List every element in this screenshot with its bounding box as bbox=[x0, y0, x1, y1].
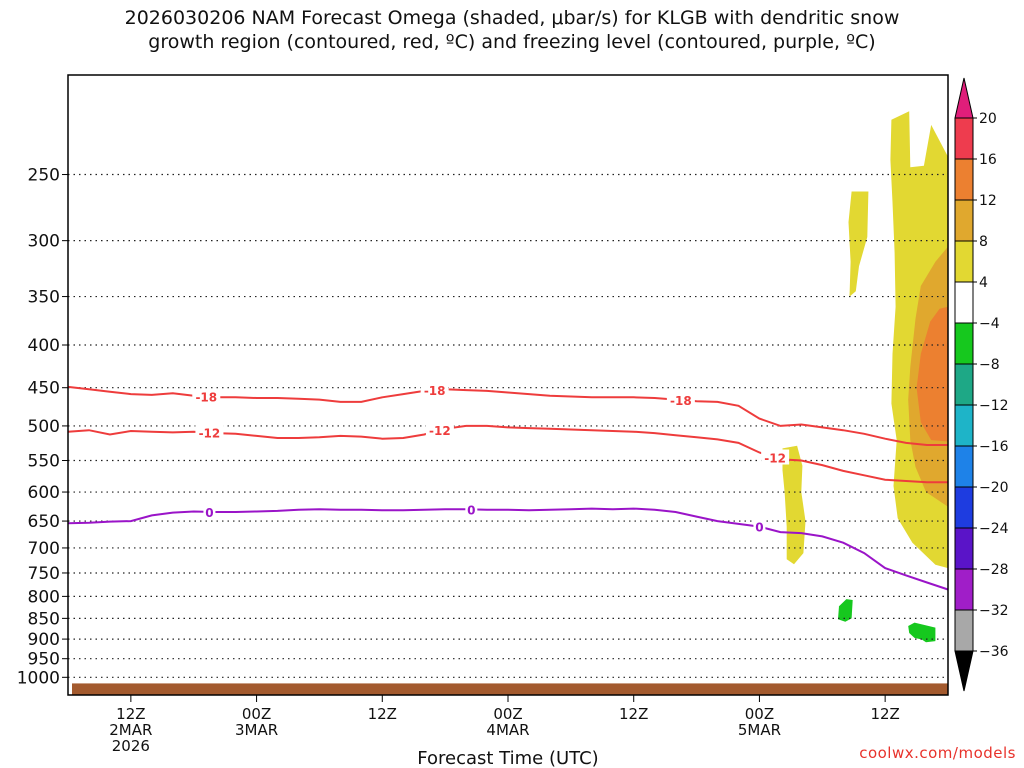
colorbar-swatch-0 bbox=[955, 118, 973, 159]
colorbar-swatch-8 bbox=[955, 446, 973, 487]
ytick-label-700: 700 bbox=[28, 539, 60, 559]
colorbar-label-11: −28 bbox=[979, 562, 1009, 578]
xtick-label-24-1: 3MAR bbox=[235, 721, 278, 739]
contour-label-1-1: -12 bbox=[429, 424, 451, 438]
colorbar-top-arrow bbox=[955, 78, 973, 118]
plot-axes: 2503003504004505005506006507007508008509… bbox=[17, 75, 948, 755]
ytick-label-650: 650 bbox=[28, 512, 60, 532]
ytick-label-800: 800 bbox=[28, 587, 60, 607]
ytick-label-400: 400 bbox=[28, 336, 60, 356]
colorbar-swatch-5 bbox=[955, 323, 973, 364]
colorbar-swatch-11 bbox=[955, 569, 973, 610]
colorbar-label-6: −8 bbox=[979, 357, 1000, 373]
colorbar-label-3: 8 bbox=[979, 234, 988, 250]
ytick-label-250: 250 bbox=[28, 166, 60, 186]
ytick-label-450: 450 bbox=[28, 379, 60, 399]
xtick-label-60-0: 12Z bbox=[619, 705, 648, 723]
colorbar-label-5: −4 bbox=[979, 316, 1000, 332]
colorbar-swatch-10 bbox=[955, 528, 973, 569]
site-credit: coolwx.com/models bbox=[859, 744, 1016, 762]
colorbar-swatch-6 bbox=[955, 364, 973, 405]
colorbar-label-13: −36 bbox=[979, 644, 1009, 660]
colorbar-swatch-3 bbox=[955, 241, 973, 282]
colorbar-label-4: 4 bbox=[979, 275, 988, 291]
plot-frame bbox=[68, 75, 948, 695]
terrain-surface bbox=[72, 683, 948, 695]
temperature-contours: -18 -18 -18 -12 -12 -12 0 0 0 bbox=[68, 382, 948, 589]
contour-label-1-0: -12 bbox=[199, 427, 221, 441]
omega-narrow-upper-band bbox=[849, 192, 869, 297]
contour-label-2-0: 0 bbox=[205, 506, 213, 520]
ytick-label-1000: 1000 bbox=[17, 668, 60, 688]
omega-shading bbox=[783, 111, 949, 642]
ytick-label-350: 350 bbox=[28, 288, 60, 308]
xtick-label-84-0: 12Z bbox=[870, 705, 899, 723]
colorbar-label-2: 12 bbox=[979, 193, 997, 209]
contour-label-1-2: -12 bbox=[764, 452, 786, 466]
ytick-label-300: 300 bbox=[28, 232, 60, 252]
colorbar-label-10: −24 bbox=[979, 521, 1009, 537]
ytick-label-500: 500 bbox=[28, 417, 60, 437]
x-axis-label: Forecast Time (UTC) bbox=[417, 748, 598, 768]
colorbar-swatch-9 bbox=[955, 487, 973, 528]
colorbar-swatch-7 bbox=[955, 405, 973, 446]
colorbar-label-7: −12 bbox=[979, 398, 1009, 414]
xtick-label-72-1: 5MAR bbox=[738, 721, 781, 739]
ytick-label-750: 750 bbox=[28, 564, 60, 584]
xtick-label-48-1: 4MAR bbox=[486, 721, 529, 739]
chart-canvas: -18 -18 -18 -12 -12 -12 0 0 0 250 300 350 400 450 500… bbox=[0, 0, 1024, 768]
colorbar-swatch-2 bbox=[955, 200, 973, 241]
contour-label-2-1: 0 bbox=[467, 503, 475, 517]
contour-label-0-2: -18 bbox=[670, 394, 692, 408]
xtick-label-12-2: 2026 bbox=[112, 737, 150, 755]
colorbar-bottom-arrow bbox=[955, 651, 973, 691]
colorbar-label-9: −20 bbox=[979, 480, 1009, 496]
contour-label-0-1: -18 bbox=[424, 384, 446, 398]
terrain-strip bbox=[72, 683, 948, 695]
colorbar-swatch-1 bbox=[955, 159, 973, 200]
colorbar-label-0: 20 bbox=[979, 111, 997, 127]
colorbar-label-8: −16 bbox=[979, 439, 1009, 455]
ytick-label-850: 850 bbox=[28, 609, 60, 629]
ytick-label-950: 950 bbox=[28, 650, 60, 670]
colorbar-swatch-4 bbox=[955, 282, 973, 323]
colorbar-label-12: −32 bbox=[979, 603, 1009, 619]
contour-label-2-2: 0 bbox=[755, 521, 763, 535]
contour-label-0-0: -18 bbox=[195, 391, 217, 405]
ytick-label-900: 900 bbox=[28, 630, 60, 650]
colorbar-label-1: 16 bbox=[979, 152, 997, 168]
ytick-label-600: 600 bbox=[28, 483, 60, 503]
colorbar-swatch-12 bbox=[955, 610, 973, 651]
ytick-label-550: 550 bbox=[28, 451, 60, 471]
xtick-label-36-0: 12Z bbox=[368, 705, 397, 723]
omega-colorbar: 20 16 12 8 4 −4 −8 −12 −16 −20 −24 −28 −32 −36 bbox=[955, 78, 1009, 691]
